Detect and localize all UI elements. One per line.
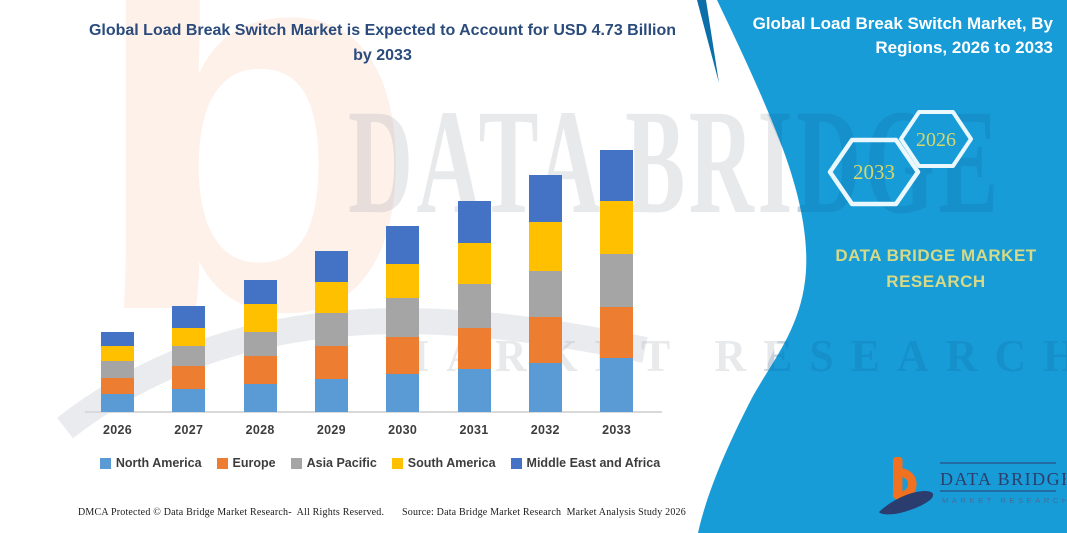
right-heading-line1: Global Load Break Switch Market, By <box>752 14 1053 33</box>
bar-segment-2027-middle-east-and-africa <box>172 306 206 328</box>
bar-segment-2030-south-america <box>386 264 420 298</box>
hexagon-2026-outline <box>899 110 973 168</box>
bar-segment-2033-europe <box>600 307 634 358</box>
bar-segment-2031-asia-pacific <box>457 284 491 328</box>
bar-segment-2026-europe <box>101 378 134 394</box>
bar-segment-2032-south-america <box>528 222 562 271</box>
legend-swatch-icon <box>99 457 111 469</box>
logo-wordmark: DATA BRIDGE <box>940 469 1066 489</box>
bar-segment-2033-middle-east-and-africa <box>600 150 634 201</box>
legend-swatch-icon <box>510 457 522 469</box>
bar-segment-2026-asia-pacific <box>101 361 134 378</box>
bar-segment-2033-south-america <box>600 201 634 254</box>
hexagon-2033-label: 2033 <box>853 160 895 184</box>
x-axis-label-2032: 2032 <box>530 423 560 437</box>
bar-segment-2032-middle-east-and-africa <box>528 175 562 222</box>
bar-segment-2032-north-america <box>528 363 562 412</box>
x-axis-label-2029: 2029 <box>316 423 346 437</box>
bar-segment-2029-south-america <box>314 282 348 313</box>
legend-item-europe: Europe <box>216 456 276 470</box>
hexagon-2026-label: 2026 <box>916 129 956 151</box>
legend-label: North America <box>115 456 202 470</box>
bar-segment-2030-europe <box>386 337 420 374</box>
legend-label: South America <box>407 456 496 470</box>
chart-title: Global Load Break Switch Market is Expec… <box>60 18 705 68</box>
bar-segment-2030-asia-pacific <box>386 298 420 337</box>
source-text: Source: Data Bridge Market Research Mark… <box>402 507 686 518</box>
brand-text-line2: RESEARCH <box>886 272 986 291</box>
logo-subtitle: MARKET RESEARCH <box>942 496 1066 505</box>
right-heading-line2: Regions, 2026 to 2033 <box>875 38 1053 57</box>
legend-label: Europe <box>232 456 276 470</box>
bar-segment-2029-middle-east-and-africa <box>314 251 348 282</box>
legend-swatch-icon <box>290 457 302 469</box>
bar-segment-2028-south-america <box>243 304 277 332</box>
bar-segment-2032-europe <box>528 317 562 363</box>
chart-legend: North America Europe Asia Pacific South Ame… <box>70 456 690 470</box>
copyright-text: DMCA Protected © Data Bridge Market Rese… <box>78 507 385 518</box>
x-axis-label-2030: 2030 <box>388 423 418 437</box>
bar-segment-2026-north-america <box>101 394 134 412</box>
x-axis-label-2027: 2027 <box>174 423 204 437</box>
brand-text-block: DATA BRIDGE MARKET RESEARCH <box>790 243 1067 295</box>
bar-segment-2027-south-america <box>172 328 206 346</box>
bar-segment-2026-middle-east-and-africa <box>101 332 134 346</box>
x-axis-label-2028: 2028 <box>245 423 275 437</box>
bar-segment-2026-south-america <box>101 346 134 361</box>
bar-segment-2030-north-america <box>386 374 420 412</box>
legend-item-middle-east-and-africa: Middle East and Africa <box>510 456 661 470</box>
legend-item-asia-pacific: Asia Pacific <box>290 456 377 470</box>
bar-segment-2027-north-america <box>172 389 206 412</box>
legend-label: Middle East and Africa <box>526 456 661 470</box>
bar-segment-2028-north-america <box>243 384 277 412</box>
legend-item-south-america: South America <box>391 456 496 470</box>
right-panel-heading: Global Load Break Switch Market, By Regi… <box>738 12 1053 60</box>
bar-segment-2028-middle-east-and-africa <box>243 280 277 304</box>
bar-segment-2028-europe <box>243 356 277 384</box>
bar-segment-2028-asia-pacific <box>243 332 277 356</box>
brand-text-line1: DATA BRIDGE MARKET <box>835 246 1037 265</box>
bar-segment-2029-asia-pacific <box>314 313 348 346</box>
x-axis-label-2026: 2026 <box>102 423 132 437</box>
data-bridge-logo: DATA BRIDGE MARKET RESEARCH <box>879 457 1066 515</box>
bar-segment-2033-asia-pacific <box>600 254 634 307</box>
bar-segment-2033-north-america <box>600 358 634 412</box>
x-axis-label-2031: 2031 <box>459 423 489 437</box>
bar-segment-2031-europe <box>457 328 491 369</box>
bar-segment-2031-south-america <box>457 243 491 284</box>
legend-item-north-america: North America <box>99 456 202 470</box>
bar-segment-2029-north-america <box>314 379 348 412</box>
legend-label: Asia Pacific <box>306 456 377 470</box>
bar-segment-2032-asia-pacific <box>528 271 562 317</box>
bar-segment-2027-asia-pacific <box>172 346 206 366</box>
chart-title-line2: by 2033 <box>353 47 412 64</box>
hexagon-2033-outline <box>827 137 921 207</box>
x-axis-line <box>85 411 662 413</box>
chart-title-line1: Global Load Break Switch Market is Expec… <box>88 22 677 39</box>
x-axis-label-2033: 2033 <box>602 423 632 437</box>
legend-swatch-icon <box>216 457 228 469</box>
bar-segment-2031-north-america <box>457 369 491 412</box>
dark-edge-accent <box>697 0 719 83</box>
logo-mark-icon <box>879 457 934 515</box>
legend-swatch-icon <box>391 457 403 469</box>
blue-swoosh-shape <box>698 0 1067 533</box>
bar-segment-2030-middle-east-and-africa <box>386 226 420 264</box>
bar-segment-2031-middle-east-and-africa <box>457 201 491 243</box>
bar-segment-2029-europe <box>314 346 348 379</box>
bar-segment-2027-europe <box>172 366 206 389</box>
